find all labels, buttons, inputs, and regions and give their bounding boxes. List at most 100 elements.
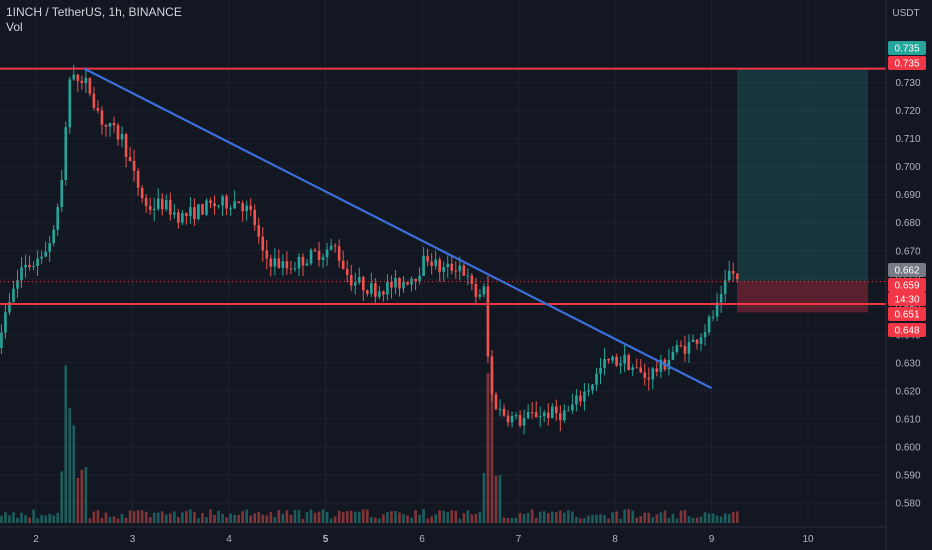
candle-body bbox=[651, 368, 655, 380]
candle-body bbox=[84, 77, 88, 84]
candle-body bbox=[550, 406, 554, 419]
candle-body bbox=[193, 207, 196, 220]
candle-body bbox=[249, 205, 253, 210]
volume-bar bbox=[575, 517, 578, 523]
volume-bar bbox=[514, 517, 518, 523]
price-badge-label: 0.651 bbox=[894, 310, 919, 321]
volume-bar bbox=[647, 512, 651, 523]
price-badge bbox=[888, 307, 926, 321]
time-axis[interactable]: 2 3 4 5 6 7 8 9 10 bbox=[0, 526, 886, 545]
candle-body bbox=[317, 250, 321, 260]
price-tick-label: 0.720 bbox=[895, 106, 920, 117]
volume-bar bbox=[434, 514, 437, 523]
drawing-lines[interactable] bbox=[0, 67, 886, 390]
candle-body bbox=[321, 257, 325, 260]
candle-body bbox=[687, 342, 691, 354]
volume-bar bbox=[16, 517, 19, 523]
volume-bar bbox=[599, 514, 602, 523]
candle-body bbox=[546, 412, 550, 419]
volume-bar bbox=[414, 510, 417, 523]
volume-bar bbox=[538, 511, 542, 523]
candle-body bbox=[189, 207, 192, 217]
volume-bar bbox=[345, 510, 349, 523]
candle-body bbox=[257, 225, 261, 237]
volume-bar bbox=[144, 511, 148, 523]
volume-bar bbox=[723, 513, 727, 523]
volume-bar bbox=[534, 517, 538, 523]
volume-bar bbox=[0, 515, 3, 523]
candle-body bbox=[542, 412, 546, 417]
candle-body bbox=[631, 367, 634, 371]
candle-body bbox=[655, 368, 659, 372]
candle-body bbox=[446, 263, 450, 267]
volume-bar bbox=[56, 512, 60, 523]
volume-bar bbox=[333, 516, 337, 523]
volume-bar bbox=[691, 517, 695, 523]
volume-bar bbox=[221, 513, 224, 523]
volume-bar bbox=[173, 511, 176, 523]
volume-bar bbox=[309, 509, 313, 523]
candle-body bbox=[297, 256, 301, 269]
candle-body bbox=[522, 418, 526, 426]
candle-body bbox=[378, 291, 381, 297]
volume-bar bbox=[136, 510, 140, 523]
price-axis[interactable]: USDT 0.730 0.720 0.710 0.700 0.690 0.680 0.670 0… bbox=[885, 0, 926, 550]
candle-body bbox=[289, 268, 293, 270]
volume-bar bbox=[458, 518, 462, 523]
price-badge bbox=[888, 292, 926, 306]
volume-bar bbox=[160, 511, 164, 523]
price-badge-label: 14:30 bbox=[894, 295, 919, 306]
candle-body bbox=[486, 286, 490, 357]
volume-indicator-label[interactable]: Vol bbox=[6, 20, 23, 34]
price-badge-label: 0.648 bbox=[894, 326, 919, 337]
candle-body bbox=[100, 110, 104, 125]
candle-body bbox=[265, 250, 269, 259]
candle-body bbox=[402, 282, 405, 289]
candle-body bbox=[611, 356, 614, 361]
volume-bar bbox=[703, 512, 707, 523]
candle-body bbox=[44, 251, 47, 257]
candle-body bbox=[68, 79, 72, 128]
candle-body bbox=[132, 161, 136, 171]
volume-bar bbox=[341, 512, 345, 523]
candle-body bbox=[36, 258, 39, 266]
volume-bar bbox=[229, 513, 232, 523]
volume-bar bbox=[233, 514, 236, 523]
volume-bar bbox=[32, 509, 35, 523]
volume-bar bbox=[567, 510, 570, 523]
candle-body bbox=[607, 359, 610, 361]
candle-body bbox=[353, 282, 357, 286]
symbol-title[interactable]: 1INCH / TetherUS, 1h, BINANCE bbox=[6, 5, 182, 19]
candle-body bbox=[470, 275, 474, 285]
price-tick-label: 0.580 bbox=[895, 498, 920, 509]
price-tick-label: 0.670 bbox=[895, 246, 920, 257]
volume-bar bbox=[687, 516, 691, 523]
price-tick-label: 0.610 bbox=[895, 414, 920, 425]
price-tick-label: 0.680 bbox=[895, 218, 920, 229]
volume-bar bbox=[498, 475, 502, 523]
volume-bar bbox=[623, 509, 626, 523]
volume-bar bbox=[611, 512, 614, 523]
candle-body bbox=[715, 302, 719, 317]
candle-body bbox=[285, 261, 289, 269]
volume-bar bbox=[197, 518, 200, 523]
candle-body bbox=[261, 236, 265, 251]
candle-body bbox=[241, 203, 244, 212]
volume-bar bbox=[478, 511, 482, 523]
volume-bar bbox=[627, 509, 630, 523]
price-badge bbox=[888, 56, 926, 70]
volume-bar bbox=[402, 514, 405, 523]
volume-bar bbox=[711, 513, 715, 523]
volume-bar bbox=[366, 509, 369, 523]
price-tick-label: 0.730 bbox=[895, 78, 920, 89]
volume-bar bbox=[683, 510, 687, 523]
volume-bar bbox=[201, 512, 204, 523]
candle-body bbox=[414, 278, 417, 281]
candle-body bbox=[450, 263, 454, 271]
candle-body bbox=[502, 408, 506, 416]
candle-body bbox=[329, 245, 333, 250]
candle-body bbox=[518, 415, 522, 426]
price-badge-label: 0.659 bbox=[894, 281, 919, 292]
volume-bar bbox=[438, 510, 441, 523]
